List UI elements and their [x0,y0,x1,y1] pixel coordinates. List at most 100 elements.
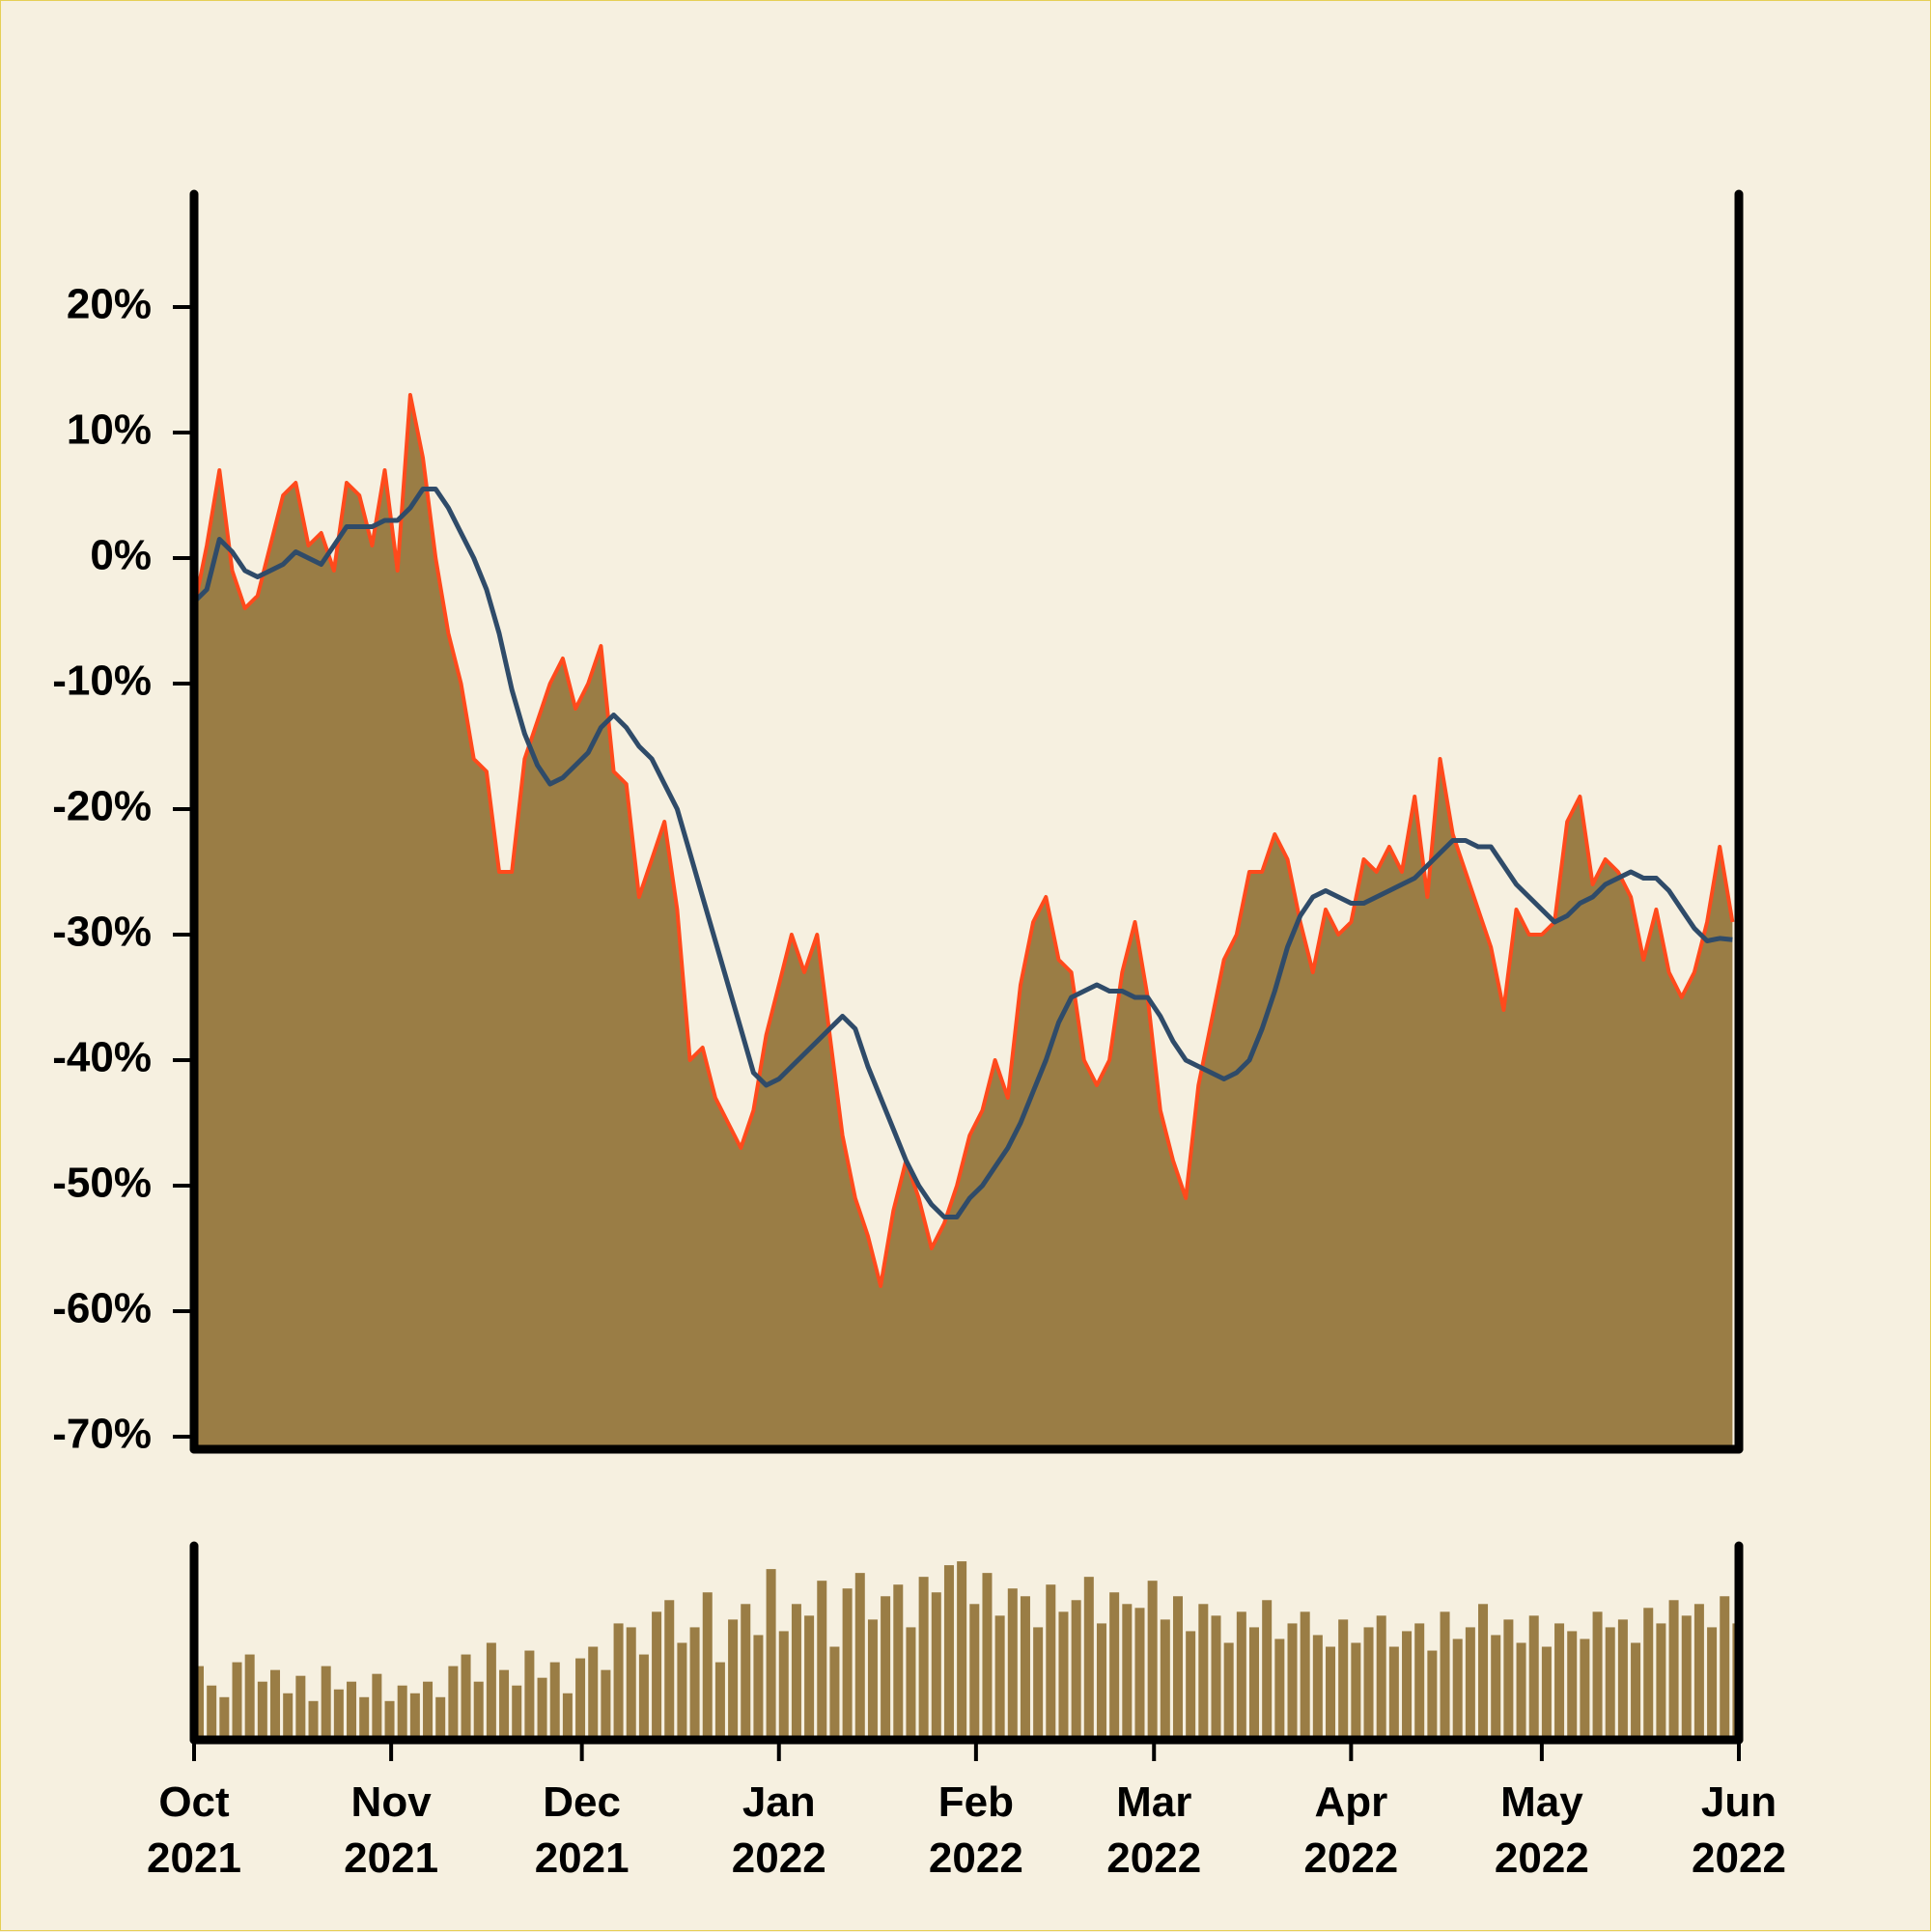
bar [1693,1604,1704,1740]
bar [842,1588,853,1740]
marks [192,393,1743,1740]
bar [1058,1611,1069,1740]
bar [1211,1615,1221,1740]
bar [1096,1623,1106,1740]
bar [817,1581,827,1740]
y-tick-label: -10% [52,658,152,705]
bar [702,1592,713,1740]
bar [524,1650,535,1740]
bar [893,1584,904,1740]
bar [1478,1604,1489,1740]
bar [333,1689,344,1740]
bar [499,1669,510,1740]
x-tick-label: Oct 2021 [147,1778,241,1882]
bar [741,1604,751,1740]
bar [435,1696,446,1740]
x-tick-label: Nov 2021 [344,1778,439,1882]
bar [638,1654,649,1740]
bar [1402,1631,1413,1740]
bar [1631,1642,1641,1740]
x-tick-label: Dec 2021 [534,1778,630,1882]
bar [295,1675,306,1740]
bar [1186,1631,1196,1740]
bar [347,1681,357,1740]
bar [1172,1596,1183,1740]
line [192,393,1735,1288]
bar [982,1573,993,1740]
x-tick-label: Jun 2022 [1692,1778,1786,1882]
bar [1007,1588,1018,1740]
y-tick-label: 10% [67,406,152,454]
bar [778,1631,789,1740]
bar [918,1577,929,1740]
bar [1363,1627,1374,1740]
bar [1071,1600,1081,1740]
y-tick-label: -30% [52,909,152,956]
bar [562,1693,573,1740]
bar [308,1700,319,1740]
bar [728,1619,739,1740]
bar [1249,1627,1260,1740]
bar [714,1662,725,1740]
bar [232,1662,242,1740]
bar [1198,1604,1209,1740]
bar [537,1677,547,1740]
bar [943,1565,954,1740]
bar [1656,1623,1666,1740]
bar [1617,1619,1628,1740]
bar [881,1596,891,1740]
area [194,395,1733,1449]
bar [1605,1627,1615,1740]
y-tick-label: -70% [52,1411,152,1458]
bar [1720,1596,1730,1740]
bar [1262,1600,1273,1740]
bar [283,1693,294,1740]
bar [969,1604,980,1740]
bar [1554,1623,1565,1740]
bar [1160,1619,1170,1740]
bar [1668,1600,1679,1740]
bar [1592,1611,1603,1740]
bar [1580,1638,1590,1740]
bar [423,1681,434,1740]
bar [1516,1642,1526,1740]
bar [1274,1638,1285,1740]
bar [1567,1631,1578,1740]
bar [1376,1615,1386,1740]
bar [1300,1611,1310,1740]
bar [1122,1604,1133,1740]
bar [1452,1638,1463,1740]
bar [244,1654,255,1740]
bar [219,1696,230,1740]
bar [512,1685,522,1740]
bar [359,1696,370,1740]
bar [1338,1619,1349,1740]
bar [270,1669,281,1740]
bar [588,1646,599,1740]
bar [1465,1627,1475,1740]
bar [397,1685,407,1740]
y-tick-label: -50% [52,1160,152,1207]
bar [613,1623,624,1740]
bar [1351,1642,1361,1740]
bar [1287,1623,1298,1740]
bar [321,1666,331,1740]
bar [1326,1646,1336,1740]
bar [549,1662,560,1740]
bar [626,1627,636,1740]
bar [1707,1627,1718,1740]
bar [1440,1611,1450,1740]
bar [931,1592,941,1740]
bar [664,1600,675,1740]
bar [1147,1581,1158,1740]
bar [1681,1615,1692,1740]
bar [1414,1623,1425,1740]
bar [1312,1635,1323,1740]
bar [486,1642,496,1740]
bar [575,1658,586,1740]
bar [689,1627,700,1740]
x-tick-label: Apr 2022 [1303,1778,1399,1882]
y-tick-label: -20% [52,783,152,830]
bar [652,1611,662,1740]
